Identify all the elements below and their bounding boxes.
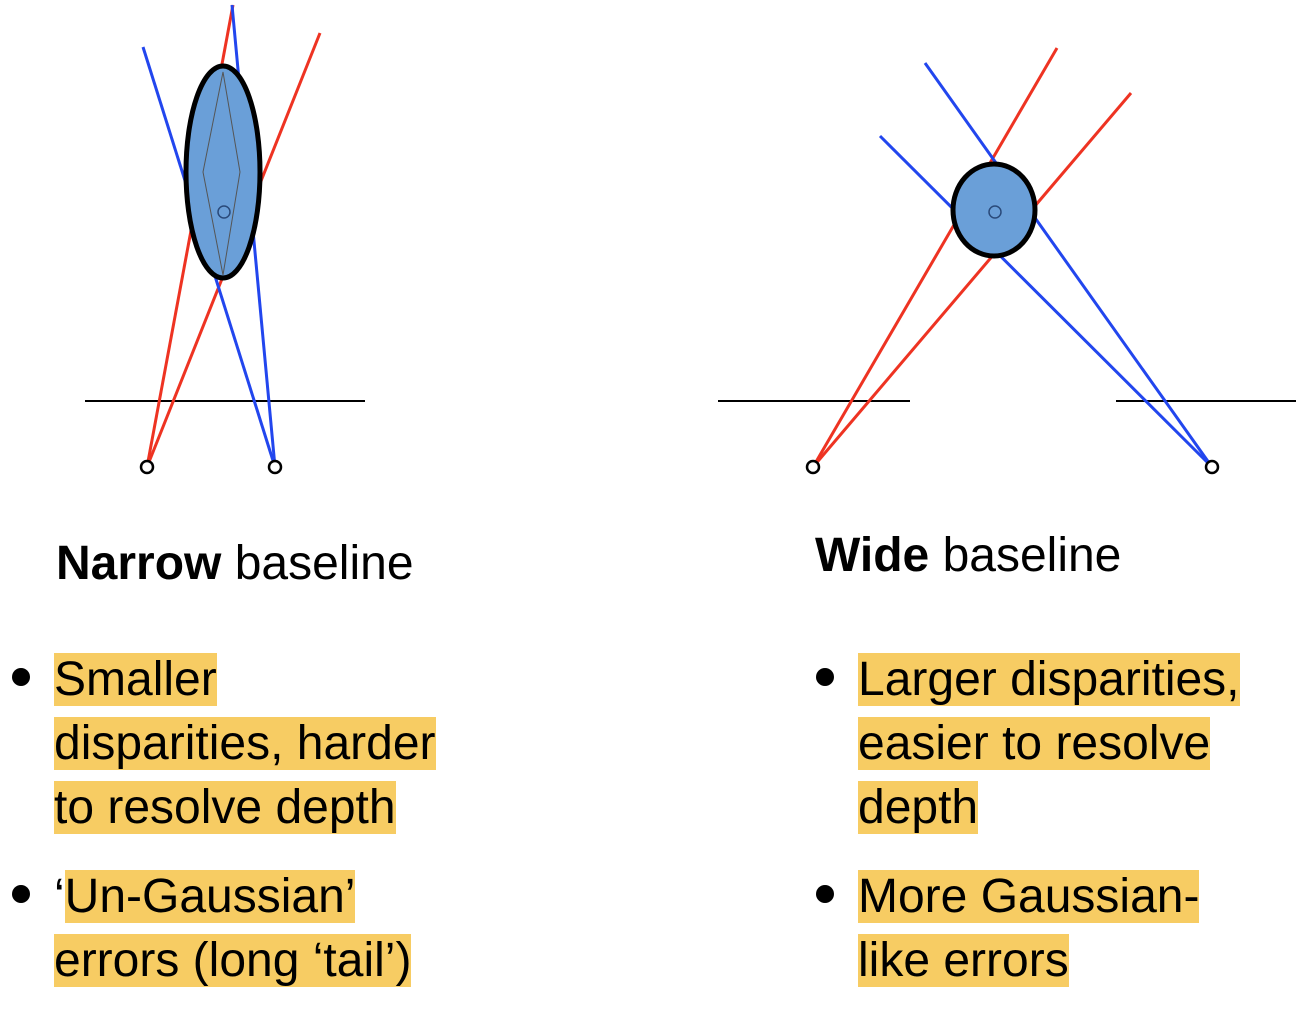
narrow-baseline-caption: Narrow baseline: [56, 540, 414, 588]
narrow-left-camera: [139, 459, 155, 475]
bullet-line: Smaller: [54, 653, 217, 706]
wide-left-camera: [805, 459, 821, 475]
wide-estimated-point: [988, 205, 1002, 219]
wide-baseline-caption: Wide baseline: [815, 532, 1121, 580]
wide-caption-bold: Wide: [815, 529, 930, 582]
narrow-bullet-list: Smaller disparities, harder to resolve d…: [6, 648, 436, 1019]
bullet-line: ‘Un-Gaussian’: [54, 870, 356, 924]
narrow-uncertainty-ellipse: [183, 63, 263, 281]
bullet-line: disparities, harder: [54, 716, 436, 770]
bullet-line: errors (long ‘tail’): [54, 934, 412, 988]
bullet-line: to resolve depth: [54, 780, 396, 834]
narrow-baseline-diagram: [85, 4, 365, 475]
list-item: Larger disparities, easier to resolve de…: [810, 648, 1240, 839]
narrow-right-camera: [267, 459, 283, 475]
wide-red-ray-2: [811, 92, 1133, 468]
bullet-dot: [816, 885, 834, 904]
wide-caption-rest: baseline: [929, 529, 1122, 582]
bullet-line: depth: [858, 780, 979, 834]
wide-red-ray-1: [811, 47, 1059, 468]
wide-blue-ray-2: [878, 134, 1214, 469]
list-item: More Gaussian- like errors: [810, 865, 1240, 993]
list-item: ‘Un-Gaussian’ errors (long ‘tail’): [6, 865, 436, 993]
bullet-dot: [816, 668, 834, 686]
wide-right-camera: [1204, 459, 1220, 475]
bullet-dot: [12, 885, 30, 904]
bullet-dot: [12, 668, 30, 686]
bullet-line: Larger disparities,: [858, 653, 1240, 706]
bullet-line: easier to resolve: [858, 716, 1211, 770]
list-item: Smaller disparities, harder to resolve d…: [6, 648, 436, 839]
bullet-line: More Gaussian-: [858, 870, 1200, 924]
narrow-caption-rest: baseline: [221, 537, 414, 590]
wide-uncertainty-ellipse: [950, 161, 1038, 259]
narrow-caption-bold: Narrow: [56, 537, 222, 590]
wide-blue-ray-1: [923, 62, 1214, 468]
narrow-estimated-point: [217, 205, 231, 219]
bullet-line: like errors: [858, 934, 1069, 988]
narrow-intersection-region: [202, 71, 241, 276]
wide-baseline-diagram: [718, 47, 1296, 475]
wide-bullet-list: Larger disparities, easier to resolve de…: [810, 648, 1240, 1019]
